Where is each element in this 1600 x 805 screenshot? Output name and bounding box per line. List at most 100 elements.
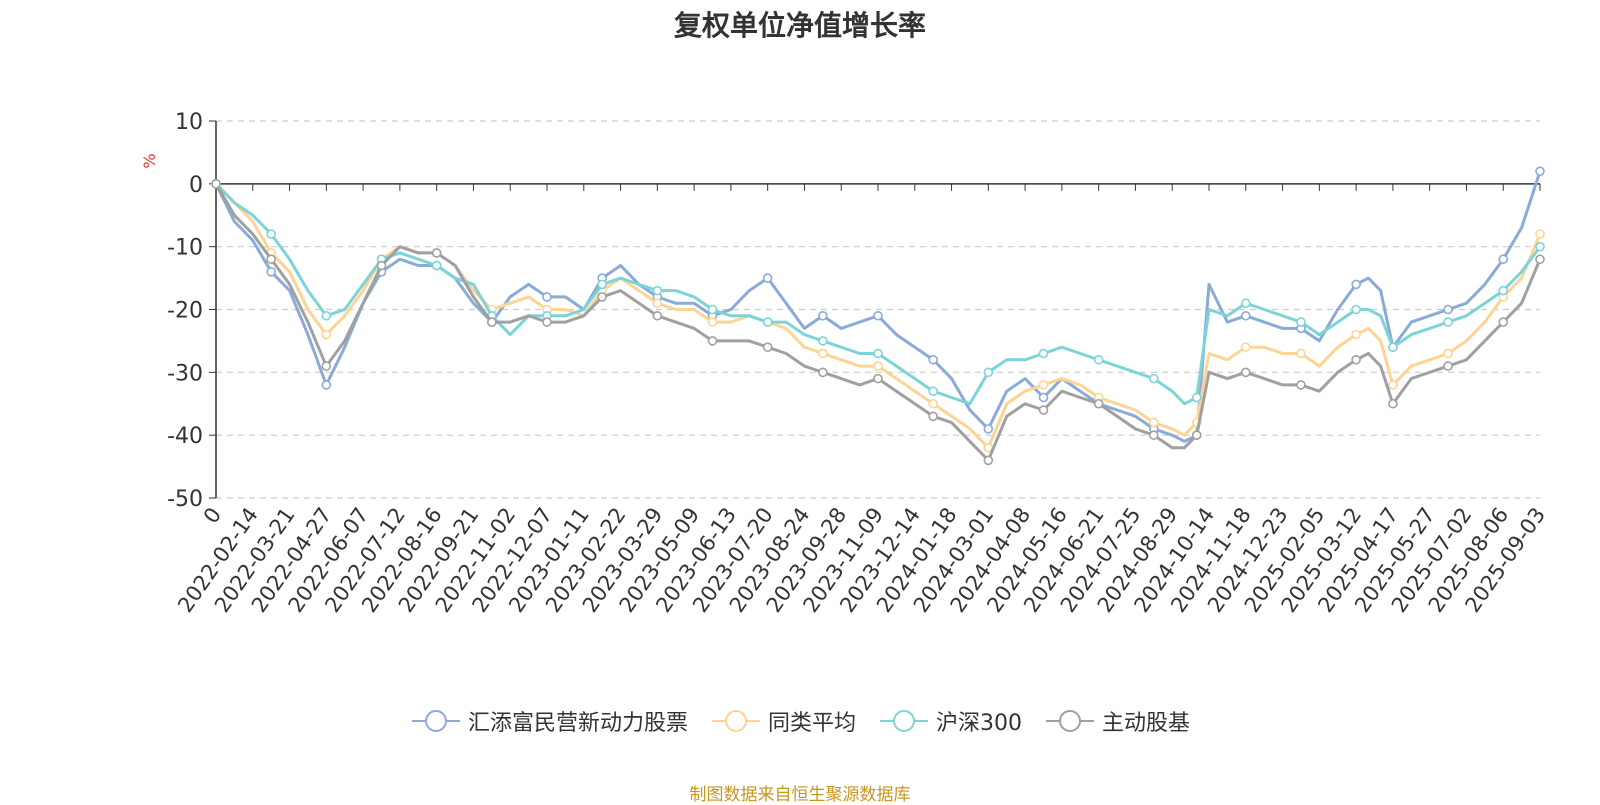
data-point (1038, 405, 1049, 415)
y-axis-label: % (140, 153, 159, 168)
data-point (873, 373, 883, 384)
x-tick-label: 0 (199, 503, 226, 528)
data-point (1388, 380, 1398, 390)
data-point (1388, 342, 1398, 353)
data-point (1498, 254, 1509, 265)
data-point (818, 367, 828, 378)
data-point (1296, 348, 1306, 359)
data-point (1351, 279, 1361, 290)
data-point (818, 336, 828, 346)
data-point (1240, 310, 1251, 321)
data-point (1443, 348, 1453, 359)
y-tick-label: 0 (189, 173, 203, 198)
data-point (1535, 229, 1545, 239)
data-point (542, 317, 552, 327)
data-point (762, 273, 773, 283)
data-point (928, 411, 938, 422)
y-tick-label: -30 (167, 361, 203, 386)
data-point (1296, 380, 1306, 390)
data-point (266, 229, 276, 239)
data-point (762, 317, 773, 327)
data-point (1351, 329, 1361, 340)
data-point (1240, 367, 1251, 378)
data-point (321, 361, 332, 371)
data-point (1240, 298, 1251, 309)
data-point (431, 260, 442, 271)
data-point (928, 354, 938, 365)
data-point (321, 310, 332, 321)
axes: 100-10-20-30-40-5002022-02-142022-03-212… (167, 110, 1550, 617)
grid-lines (216, 120, 1540, 499)
data-point (1093, 354, 1104, 365)
data-point (1093, 398, 1104, 409)
data-point (1498, 285, 1509, 296)
data-point (211, 179, 221, 189)
data-point (983, 367, 994, 378)
data-point (652, 285, 663, 296)
data-point (1038, 348, 1049, 359)
series-line (214, 170, 1542, 443)
data-point (707, 336, 718, 346)
data-point (1191, 392, 1202, 403)
legend-item[interactable]: 汇添富民营新动力股票 (410, 705, 688, 737)
legend-label: 汇添富民营新动力股票 (467, 711, 688, 736)
data-point (1351, 304, 1361, 315)
data-point (1038, 392, 1049, 403)
data-point (1443, 304, 1453, 315)
y-tick-label: 10 (175, 110, 203, 135)
data-point (1191, 430, 1202, 440)
legend-item[interactable]: 沪深300 (878, 705, 1022, 737)
legend-label: 主动股基 (1102, 711, 1191, 736)
data-point (873, 361, 883, 371)
data-point (1535, 254, 1545, 265)
data-point (1296, 317, 1306, 327)
legend-swatch-icon (880, 710, 928, 732)
data-point (376, 260, 387, 271)
legend-swatch-icon (1046, 710, 1094, 732)
data-point (321, 380, 332, 390)
data-point (1038, 380, 1049, 390)
data-point (983, 424, 994, 434)
data-point (1149, 430, 1159, 440)
data-point (707, 304, 718, 315)
legend-swatch-icon (711, 710, 760, 732)
legend-item[interactable]: 同类平均 (710, 705, 856, 737)
data-point (818, 348, 828, 359)
series-line (214, 182, 1542, 406)
y-tick-label: -10 (167, 236, 203, 261)
data-point (597, 292, 607, 302)
legend-label: 同类平均 (767, 711, 856, 736)
data-source-note: 制图数据来自恒生聚源数据库 (689, 785, 911, 805)
chart-title: 复权单位净值增长率 (673, 9, 926, 42)
data-point (266, 266, 276, 277)
data-point (1388, 398, 1398, 409)
line-chart: 100-10-20-30-40-5002022-02-142022-03-212… (140, 110, 1550, 617)
data-point (1443, 361, 1453, 371)
data-point (1351, 354, 1361, 365)
data-point (928, 386, 938, 396)
data-point (1498, 317, 1509, 327)
data-point (1149, 373, 1159, 384)
data-point (873, 310, 883, 321)
y-tick-label: -20 (167, 299, 203, 324)
data-point (707, 317, 718, 327)
data-point (1443, 317, 1453, 327)
data-point (928, 398, 938, 409)
data-point (762, 342, 773, 353)
data-point (652, 298, 663, 309)
data-point (652, 310, 663, 321)
series-line (214, 183, 1542, 462)
y-tick-label: -50 (167, 487, 203, 512)
data-point (542, 292, 552, 302)
y-tick-label: -40 (167, 424, 203, 449)
data-point (1240, 342, 1251, 353)
legend: 汇添富民营新动力股票 同类平均 沪深300 主动股基 (0, 705, 1600, 737)
legend-label: 沪深300 (936, 711, 1022, 736)
legend-item[interactable]: 主动股基 (1044, 705, 1190, 737)
data-point (431, 248, 442, 258)
data-point (266, 254, 276, 265)
data-point (487, 317, 497, 327)
data-point (1535, 166, 1545, 177)
data-point (597, 279, 607, 290)
data-point (983, 455, 994, 466)
